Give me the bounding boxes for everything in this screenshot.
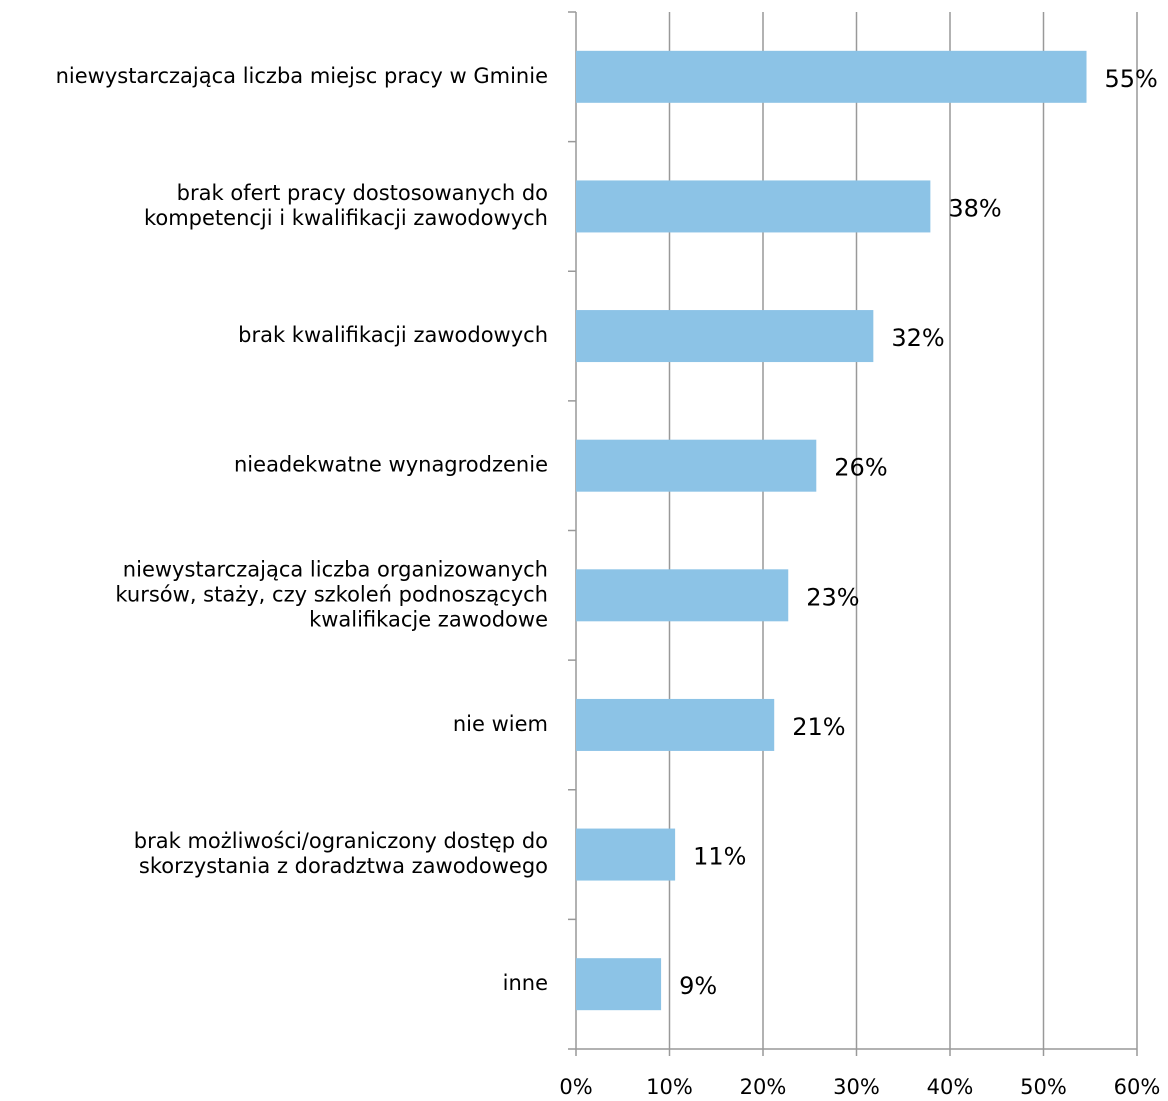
value-label: 55% xyxy=(1105,65,1158,93)
x-tick-label: 30% xyxy=(833,1075,880,1099)
x-tick-label: 20% xyxy=(740,1075,787,1099)
category-label: niewystarczająca liczba organizowanych ku… xyxy=(115,557,548,631)
category-label: brak możliwości/ograniczony dostęp do sko… xyxy=(134,829,548,878)
category-line: brak ofert pracy dostosowanych do xyxy=(177,181,548,205)
value-label: 23% xyxy=(806,583,859,611)
value-label: 9% xyxy=(679,972,717,1000)
category-line: nieadekwatne wynagrodzenie xyxy=(234,453,548,477)
x-tick-label: 10% xyxy=(646,1075,693,1099)
category-label: brak kwalifikacji zawodowych xyxy=(238,323,548,347)
category-line: brak kwalifikacji zawodowych xyxy=(238,323,548,347)
value-label: 38% xyxy=(948,194,1001,222)
category-line: inne xyxy=(503,971,548,995)
category-label: brak ofert pracy dostosowanych do kompete… xyxy=(144,181,548,230)
category-line: skorzystania z doradztwa zawodowego xyxy=(139,854,548,878)
category-line: kursów, staży, czy szkoleń podnoszących xyxy=(115,582,548,606)
value-label: 11% xyxy=(693,843,746,871)
bar xyxy=(576,828,676,881)
category-label: nie wiem xyxy=(453,712,548,736)
category-line: nie wiem xyxy=(453,712,548,736)
value-label: 26% xyxy=(834,454,887,482)
category-label: inne xyxy=(503,971,548,995)
category-label: nieadekwatne wynagrodzenie xyxy=(234,453,548,477)
x-tick-label: 40% xyxy=(927,1075,974,1099)
x-tick-label: 60% xyxy=(1114,1075,1161,1099)
bar xyxy=(576,310,874,363)
x-tick-label: 50% xyxy=(1020,1075,1067,1099)
value-label: 32% xyxy=(891,324,944,352)
value-label: 21% xyxy=(792,713,845,741)
category-line: niewystarczająca liczba organizowanych xyxy=(123,557,548,581)
bar xyxy=(576,180,931,233)
category-line: kwalifikacje zawodowe xyxy=(309,607,548,631)
bar xyxy=(576,569,789,622)
category-line: niewystarczająca liczba miejsc pracy w G… xyxy=(56,64,548,88)
bar xyxy=(576,958,662,1011)
category-label: niewystarczająca liczba miejsc pracy w G… xyxy=(56,64,548,88)
category-line: kompetencji i kwalifikacji zawodowych xyxy=(144,206,548,230)
x-tick-label: 0% xyxy=(559,1075,592,1099)
bar xyxy=(576,439,817,492)
bar xyxy=(576,50,1087,103)
bar xyxy=(576,698,775,751)
category-line: brak możliwości/ograniczony dostęp do xyxy=(134,829,548,853)
